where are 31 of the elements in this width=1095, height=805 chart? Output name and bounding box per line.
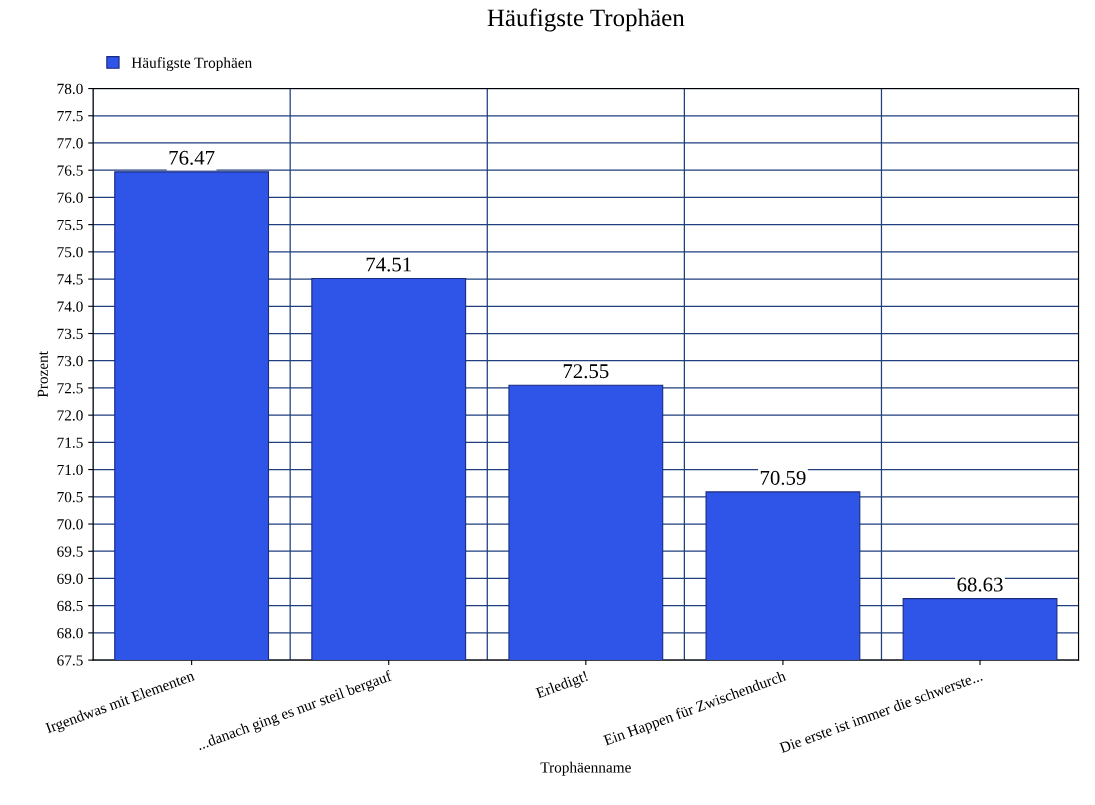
legend-label: Häufigste Trophäen — [131, 56, 252, 72]
y-tick-label: 76.5 — [57, 165, 83, 176]
y-axis-title: Prozent — [37, 351, 48, 398]
y-tick-label: 74.5 — [57, 274, 83, 285]
data-label: 76.47 — [169, 150, 215, 165]
y-tick-label: 71.5 — [57, 437, 83, 448]
y-tick-label: 69.0 — [57, 573, 83, 584]
y-tick-label: 73.0 — [57, 355, 83, 367]
y-tick-label: 77.5 — [57, 111, 83, 122]
data-label: 72.55 — [563, 364, 609, 379]
y-tick-label: 76.0 — [57, 192, 83, 203]
data-label: 70.59 — [760, 470, 806, 485]
y-tick-label: 71.0 — [57, 464, 83, 476]
y-tick-label: 75.0 — [57, 246, 83, 258]
y-tick-label: 69.5 — [57, 546, 83, 557]
y-tick-label: 77.0 — [57, 138, 83, 149]
y-tick-label: 72.5 — [57, 383, 83, 394]
chart-title: Häufigste Trophäen — [487, 8, 685, 32]
y-tick-label: 68.5 — [57, 600, 83, 612]
y-tick-label: 72.0 — [57, 410, 83, 421]
y-tick-label: 68.0 — [57, 628, 83, 639]
y-tick-label: 70.0 — [57, 519, 83, 530]
data-label: 68.63 — [957, 577, 1003, 592]
y-tick-label: 78.0 — [57, 83, 83, 95]
y-tick-label: 73.5 — [57, 328, 83, 340]
y-tick-label: 67.5 — [57, 655, 83, 666]
x-axis-title: Trophäenname — [540, 761, 631, 776]
y-tick-label: 74.0 — [57, 301, 83, 312]
y-tick-label: 70.5 — [57, 491, 83, 503]
y-tick-label: 75.5 — [57, 219, 83, 231]
data-label: 74.51 — [366, 257, 411, 272]
